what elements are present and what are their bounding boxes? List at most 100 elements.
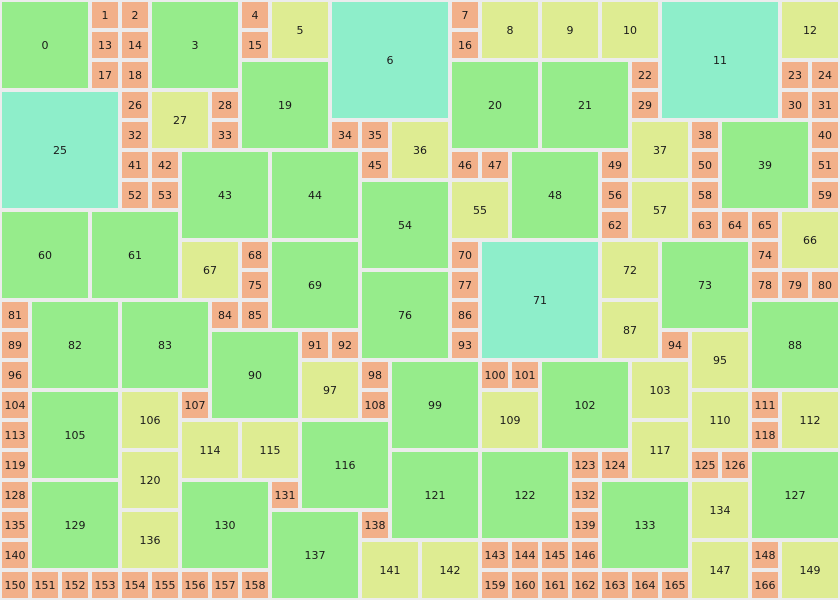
packed-square-18: 18 <box>122 62 148 88</box>
packed-square-label: 126 <box>724 458 746 472</box>
packed-square-65: 65 <box>752 212 778 238</box>
packed-square-label: 13 <box>98 38 112 52</box>
packed-square-131: 131 <box>272 482 298 508</box>
packed-square-label: 88 <box>788 338 802 352</box>
packed-square-14: 14 <box>122 32 148 58</box>
packed-square-76: 76 <box>362 272 448 358</box>
packed-square-label: 148 <box>754 548 776 562</box>
packed-square-label: 84 <box>218 308 232 322</box>
packed-square-label: 131 <box>274 488 296 502</box>
packed-square-109: 109 <box>482 392 538 448</box>
packed-square-label: 75 <box>248 278 262 292</box>
packed-square-38: 38 <box>692 122 718 148</box>
packed-square-label: 25 <box>53 143 67 157</box>
packed-square-10: 10 <box>602 2 658 58</box>
packed-square-label: 65 <box>758 218 772 232</box>
packed-square-label: 139 <box>574 518 596 532</box>
packed-square-0: 0 <box>2 2 88 88</box>
packed-square-25: 25 <box>2 92 118 208</box>
packed-square-148: 148 <box>752 542 778 568</box>
packed-square-label: 21 <box>578 98 592 112</box>
packed-square-81: 81 <box>2 302 28 328</box>
packed-square-label: 77 <box>458 278 472 292</box>
packed-square-33: 33 <box>212 122 238 148</box>
packed-square-91: 91 <box>302 332 328 358</box>
packed-square-label: 114 <box>199 443 221 457</box>
packed-square-label: 154 <box>124 578 146 592</box>
packed-square-label: 95 <box>713 353 727 367</box>
packed-square-103: 103 <box>632 362 688 418</box>
packed-square-label: 144 <box>514 548 536 562</box>
packed-square-155: 155 <box>152 572 178 598</box>
packed-square-28: 28 <box>212 92 238 118</box>
packed-square-label: 166 <box>754 578 776 592</box>
packed-square-label: 20 <box>488 98 502 112</box>
packed-square-label: 70 <box>458 248 472 262</box>
packed-square-163: 163 <box>602 572 628 598</box>
packed-square-70: 70 <box>452 242 478 268</box>
packed-square-label: 96 <box>8 368 22 382</box>
packed-square-98: 98 <box>362 362 388 388</box>
packed-square-154: 154 <box>122 572 148 598</box>
packed-square-label: 91 <box>308 338 322 352</box>
packed-square-label: 29 <box>638 98 652 112</box>
packed-square-112: 112 <box>782 392 838 448</box>
packed-square-label: 156 <box>184 578 206 592</box>
packed-square-label: 51 <box>818 158 832 172</box>
packed-square-57: 57 <box>632 182 688 238</box>
packed-square-label: 122 <box>514 488 536 502</box>
packed-square-label: 155 <box>154 578 176 592</box>
packed-square-label: 124 <box>604 458 626 472</box>
packed-square-48: 48 <box>512 152 598 238</box>
packed-square-71: 71 <box>482 242 598 358</box>
packed-square-79: 79 <box>782 272 808 298</box>
packed-square-51: 51 <box>812 152 838 178</box>
packed-square-1: 1 <box>92 2 118 28</box>
packed-square-label: 85 <box>248 308 262 322</box>
packed-square-label: 151 <box>34 578 56 592</box>
packed-square-43: 43 <box>182 152 268 238</box>
packed-square-label: 128 <box>4 488 26 502</box>
packed-square-66: 66 <box>782 212 838 268</box>
packed-square-label: 109 <box>499 413 521 427</box>
packed-square-4: 4 <box>242 2 268 28</box>
packed-square-label: 102 <box>574 398 596 412</box>
packed-square-label: 111 <box>754 398 776 412</box>
packed-square-label: 47 <box>488 158 502 172</box>
packed-square-104: 104 <box>2 392 28 418</box>
packed-square-85: 85 <box>242 302 268 328</box>
packed-square-132: 132 <box>572 482 598 508</box>
packed-square-30: 30 <box>782 92 808 118</box>
packed-square-label: 103 <box>649 383 671 397</box>
packed-square-162: 162 <box>572 572 598 598</box>
packed-square-156: 156 <box>182 572 208 598</box>
packed-square-label: 160 <box>514 578 536 592</box>
packed-square-label: 133 <box>634 518 656 532</box>
packed-square-39: 39 <box>722 122 808 208</box>
packed-square-label: 116 <box>334 458 356 472</box>
packed-square-5: 5 <box>272 2 328 58</box>
packed-square-label: 37 <box>653 143 667 157</box>
packed-square-label: 164 <box>634 578 656 592</box>
packed-square-82: 82 <box>32 302 118 388</box>
packed-square-72: 72 <box>602 242 658 298</box>
packed-square-99: 99 <box>392 362 478 448</box>
packed-square-label: 125 <box>694 458 716 472</box>
packed-square-113: 113 <box>2 422 28 448</box>
packed-square-9: 9 <box>542 2 598 58</box>
packed-square-label: 153 <box>94 578 116 592</box>
packed-square-label: 129 <box>64 518 86 532</box>
packed-square-label: 66 <box>803 233 817 247</box>
packed-square-105: 105 <box>32 392 118 478</box>
packed-square-label: 5 <box>296 23 304 37</box>
packed-square-label: 62 <box>608 218 622 232</box>
packed-square-23: 23 <box>782 62 808 88</box>
packed-square-label: 76 <box>398 308 412 322</box>
packed-square-label: 64 <box>728 218 742 232</box>
packed-square-label: 33 <box>218 128 232 142</box>
packed-square-label: 53 <box>158 188 172 202</box>
packed-square-140: 140 <box>2 542 28 568</box>
packed-square-label: 130 <box>214 518 236 532</box>
packed-square-145: 145 <box>542 542 568 568</box>
packed-square-161: 161 <box>542 572 568 598</box>
